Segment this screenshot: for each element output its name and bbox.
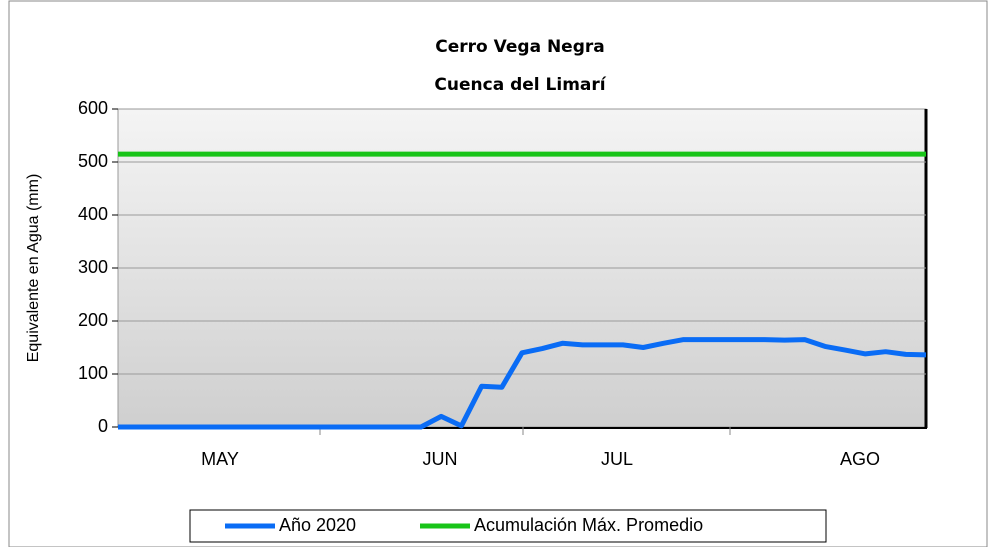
chart-subtitle: Cuenca del Limarí (434, 75, 606, 95)
legend-label: Año 2020 (279, 515, 356, 535)
y-tick-label: 0 (98, 416, 108, 436)
y-axis-label: Equivalente en Agua (mm) (25, 174, 42, 363)
y-tick-label: 500 (78, 151, 108, 171)
y-tick-label: 400 (78, 204, 108, 224)
y-tick-label: 600 (78, 98, 108, 118)
legend (189, 509, 827, 543)
x-tick-label: JUL (601, 449, 633, 469)
y-tick-label: 100 (78, 363, 108, 383)
x-tick-label: MAY (201, 449, 239, 469)
legend-label: Acumulación Máx. Promedio (474, 515, 703, 535)
chart-title: Cerro Vega Negra (435, 37, 604, 57)
y-tick-label: 200 (78, 310, 108, 330)
y-tick-label: 300 (78, 257, 108, 277)
x-tick-label: JUN (423, 449, 458, 469)
series-line (118, 337, 927, 430)
x-tick-label: AGO (840, 449, 880, 469)
